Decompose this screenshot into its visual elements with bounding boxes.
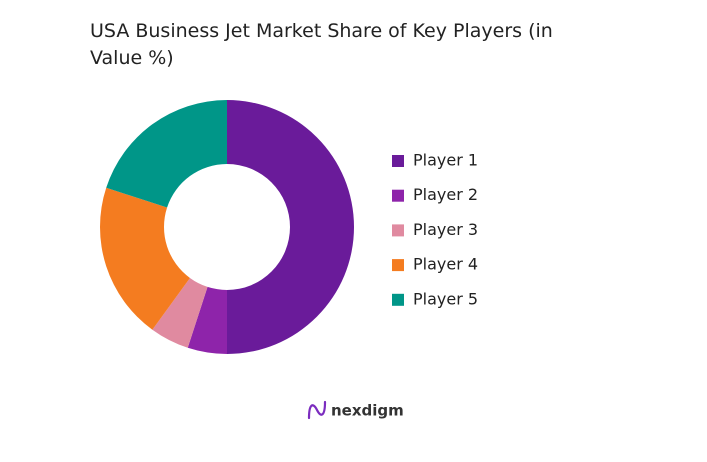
legend-label: Player 2	[413, 185, 478, 204]
legend-label: Player 1	[413, 151, 478, 170]
legend-label: Player 4	[413, 255, 478, 274]
donut-slice	[227, 100, 354, 354]
legend-label: Player 5	[413, 289, 478, 308]
chart-title: USA Business Jet Market Share of Key Pla…	[90, 20, 553, 69]
legend-swatch	[392, 224, 404, 237]
logo-icon	[307, 400, 327, 420]
donut-slice	[106, 100, 227, 208]
legend-swatch	[392, 259, 404, 272]
logo-text: nexdigm	[331, 402, 404, 420]
legend-swatch	[392, 155, 404, 167]
legend-label: Player 3	[413, 220, 478, 239]
donut-slice	[152, 277, 208, 348]
donut-slice	[187, 286, 227, 354]
donut-slice	[100, 187, 190, 330]
legend-swatch	[392, 189, 404, 202]
legend-swatch	[392, 293, 404, 306]
